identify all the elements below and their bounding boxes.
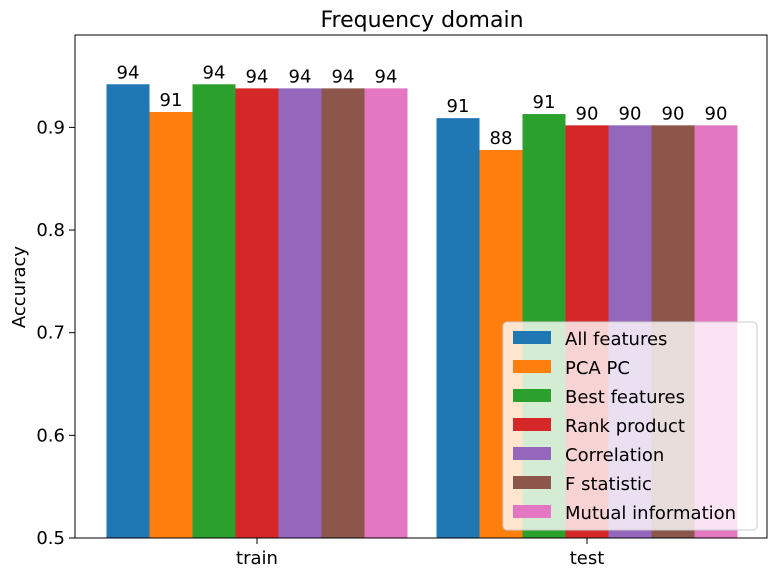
x-tick-label: train <box>236 548 278 569</box>
y-tick-label: 0.6 <box>36 425 65 446</box>
bar-train-2 <box>192 84 236 538</box>
bar-train-3 <box>235 88 279 539</box>
legend-swatch <box>513 476 551 489</box>
legend-label: PCA PC <box>565 358 630 379</box>
legend-swatch <box>513 418 551 431</box>
bar-value-label: 90 <box>705 103 728 124</box>
bar-value-label: 88 <box>490 128 513 149</box>
bar-train-5 <box>321 88 365 539</box>
y-tick-label: 0.9 <box>36 117 65 138</box>
legend-label: Best features <box>565 387 685 408</box>
x-axis-ticks: train test <box>236 538 604 569</box>
bar-value-label: 94 <box>203 62 226 83</box>
x-tick-label: test <box>570 548 605 569</box>
plot-frame <box>74 34 768 539</box>
y-tick-label: 0.7 <box>36 323 65 344</box>
legend: All features PCA PC Best features Rank prod… <box>502 321 758 531</box>
y-axis-title: Accuracy <box>9 246 30 329</box>
bar-value-label: 94 <box>246 66 269 87</box>
legend-swatch <box>513 505 551 518</box>
legend-swatch <box>513 389 551 402</box>
bar-train-1 <box>149 111 193 538</box>
bar-value-label: 94 <box>289 66 312 87</box>
legend-label: All features <box>565 329 667 350</box>
bar-value-label: 94 <box>332 66 355 87</box>
bar-labels-group: 94 91 91 88 94 91 94 90 94 90 94 90 94 90 <box>117 62 728 149</box>
legend-label: Correlation <box>565 445 664 466</box>
y-tick-label: 0.8 <box>36 220 65 241</box>
bar-value-label: 94 <box>375 66 398 87</box>
bar-value-label: 91 <box>160 90 183 111</box>
bar-test-0 <box>436 118 480 538</box>
bar-value-label: 94 <box>117 62 140 83</box>
y-axis-ticks: 0.5 0.6 0.7 0.8 0.9 <box>36 117 75 549</box>
chart-title: Frequency domain <box>320 8 523 33</box>
bar-value-label: 90 <box>619 103 642 124</box>
y-tick-label: 0.5 <box>36 528 65 549</box>
legend-label: Rank product <box>565 416 685 437</box>
legend-label: Mutual information <box>565 503 736 524</box>
legend-swatch <box>513 447 551 460</box>
legend-swatch <box>513 360 551 373</box>
bar-value-label: 91 <box>533 92 556 113</box>
legend-box <box>502 321 758 531</box>
legend-label: F statistic <box>565 474 652 495</box>
bar-train-0 <box>106 84 150 538</box>
bar-value-label: 90 <box>662 103 685 124</box>
bar-value-label: 90 <box>576 103 599 124</box>
bar-value-label: 91 <box>447 96 470 117</box>
legend-swatch <box>513 331 551 344</box>
bar-train-6 <box>364 88 408 539</box>
bar-train-4 <box>278 88 322 539</box>
